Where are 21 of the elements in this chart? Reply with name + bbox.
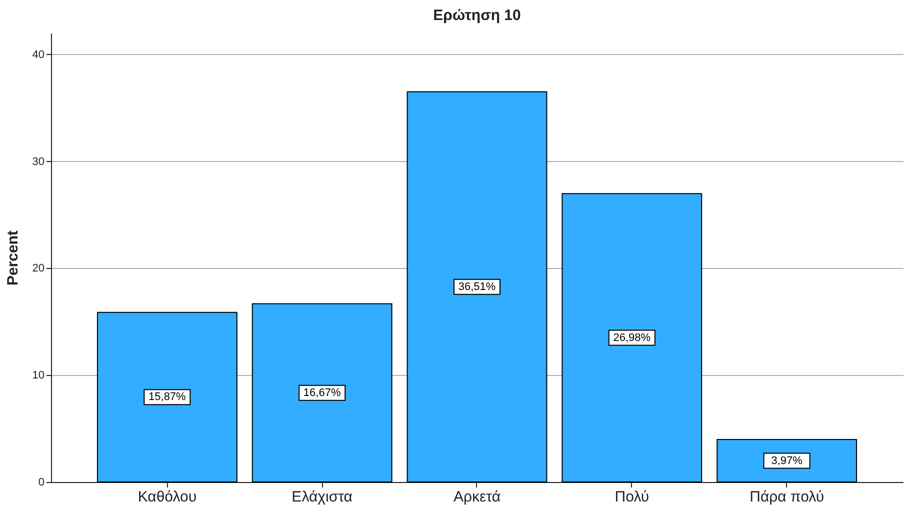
data-label: 36,51%: [458, 280, 496, 293]
x-tick-label: Αρκετά: [453, 488, 501, 506]
y-axis-title: Percent: [4, 230, 22, 286]
x-tick-label: Πάρα πολύ: [750, 488, 824, 506]
y-tick-label: 20: [32, 262, 44, 275]
data-label: 16,67%: [303, 386, 341, 399]
chart-title: Ερώτηση 10: [433, 7, 521, 24]
bar: [252, 303, 392, 482]
bar: [96, 312, 238, 482]
y-tick-label: 0: [38, 476, 44, 488]
data-label: 3,97%: [771, 454, 803, 467]
bar: [562, 193, 702, 482]
y-tick-label: 40: [32, 48, 44, 61]
x-tick-label: Πολύ: [614, 488, 650, 506]
y-tick-label: 30: [32, 156, 44, 168]
data-label: 15,87%: [148, 391, 186, 404]
x-tick-label: Καθόλου: [138, 488, 197, 506]
y-tick-label: 10: [32, 370, 44, 382]
x-tick-label: Ελάχιστα: [292, 488, 353, 506]
bar: [406, 91, 548, 482]
data-label: 26,98%: [613, 332, 651, 344]
